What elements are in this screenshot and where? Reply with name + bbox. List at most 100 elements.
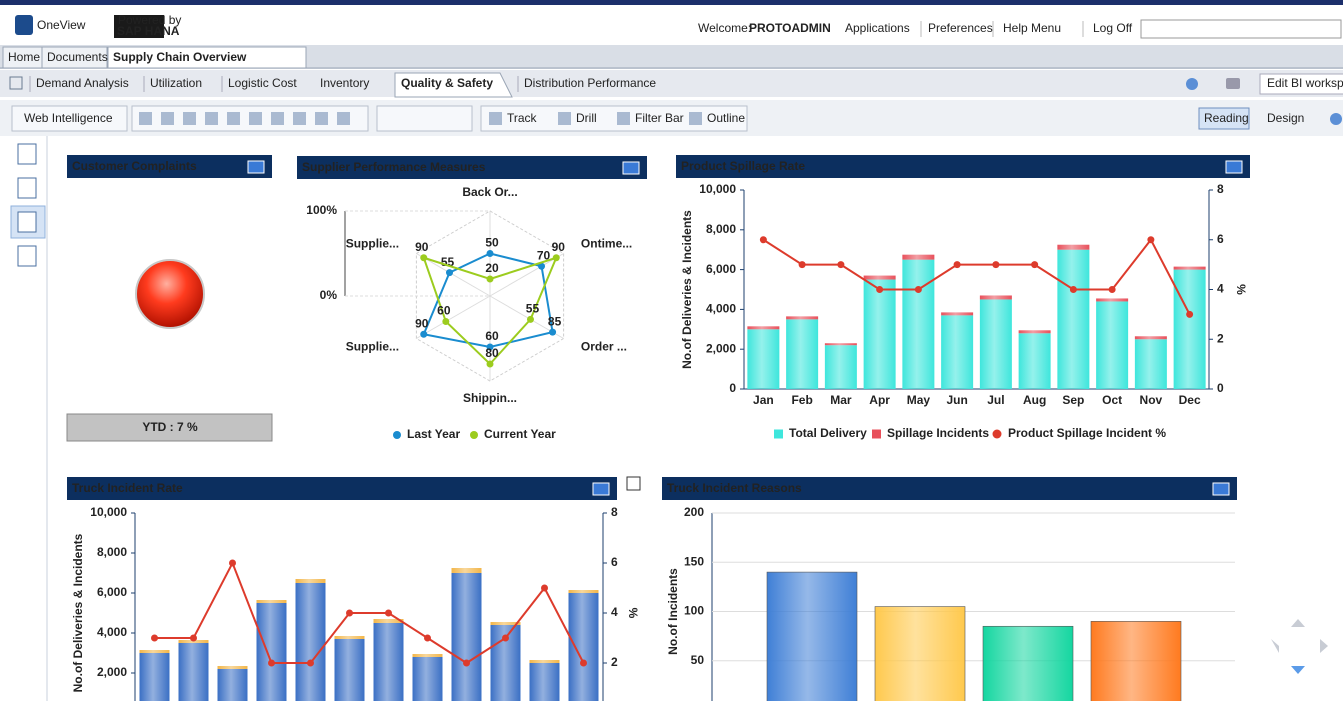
y-tick-label: 10,000 [699,182,736,196]
nav-up[interactable] [1291,619,1305,627]
legend-marker [470,431,478,439]
report-tab[interactable]: Logistic Cost [228,76,297,90]
menu-item[interactable]: Help Menu [1003,21,1061,35]
bar [490,622,521,625]
panel-icon[interactable] [626,476,641,491]
menu-item[interactable]: Log Off [1093,21,1133,35]
panel-icon[interactable] [247,160,265,174]
line-point [502,634,509,642]
toolbar-button[interactable]: Drill [576,111,597,125]
tool-icon [689,112,702,125]
mode-button[interactable]: Design [1267,111,1304,125]
y-tick-label: 8,000 [706,222,736,236]
tool-icon[interactable] [293,112,306,125]
bar [1096,298,1129,302]
tool-icon[interactable] [271,112,284,125]
line [762,237,1191,315]
sidebar-icon[interactable] [17,245,37,267]
toolbar-button[interactable]: Track [507,111,538,125]
x-tick-label: Jan [753,393,774,407]
nav-left[interactable] [1271,639,1279,653]
panel-title-bar [676,155,1250,178]
doc-tab[interactable] [107,46,307,69]
bar [373,619,404,623]
y-tick-label: 200 [684,505,704,519]
app-menu[interactable]: Web Intelligence [24,111,113,125]
logo-text: OneView [37,18,86,32]
y2-tick-label: 8 [611,505,618,519]
y2-tick-label: 2 [611,655,618,669]
legend-marker [393,431,401,439]
panel-icon[interactable] [1212,482,1230,496]
report-tab[interactable]: Distribution Performance [524,76,656,90]
nav-down[interactable] [1291,666,1305,674]
tool-icon[interactable] [227,112,240,125]
edit-workspace[interactable]: Edit BI workspac [1267,76,1343,90]
y-tick-label: 4,000 [97,625,127,639]
y-tick-label: 4,000 [706,302,736,316]
mode-button[interactable]: Reading [1204,111,1249,125]
report-tab[interactable]: Utilization [150,76,202,90]
panel-icon[interactable] [592,482,610,496]
x-tick-label: Dec [1179,393,1201,407]
value-label: 80 [485,346,499,360]
tool-icon[interactable] [161,112,174,125]
tool-icon[interactable] [337,112,350,125]
radar-point [420,330,428,338]
legend-label: Total Delivery [789,426,867,440]
panel-title-bar [67,155,272,178]
y-tick-label: 2,000 [706,341,736,355]
legend-label: Current Year [484,427,556,441]
panel-icon[interactable] [1225,160,1243,174]
help-icon [1330,113,1342,125]
line-point [1147,236,1155,244]
bar [451,573,482,701]
bar [747,326,780,330]
doc-tab-label[interactable]: Supply Chain Overview [113,50,247,64]
report-tab[interactable]: Demand Analysis [36,76,129,90]
tool-icon[interactable] [315,112,328,125]
doc-tab-label[interactable]: Documents [47,50,108,64]
doc-tab-label[interactable]: Home [8,50,40,64]
bar [824,345,857,389]
bar [217,669,248,701]
ytd-box [66,413,273,442]
radar-point [552,254,560,262]
x-tick-label: Apr [869,393,890,407]
bar [1134,336,1167,340]
toolbar-button[interactable]: Filter Bar [635,111,684,125]
radar-point [526,315,534,323]
toolbar-group [11,105,128,132]
report-tab[interactable]: Inventory [320,76,369,90]
x-tick-label: Feb [791,393,812,407]
doc-tab[interactable] [41,46,108,69]
bar [863,275,896,280]
tool-icon[interactable] [183,112,196,125]
legend-label: Product Spillage Incident % [1008,426,1166,440]
legend-marker [872,429,881,439]
toolbar-group [376,105,473,132]
menu-item[interactable]: Preferences [928,21,993,35]
sidebar-icon[interactable] [17,143,37,165]
panel-icon[interactable] [622,161,640,175]
radar-point [486,250,494,257]
bar [1173,269,1206,389]
line-point [190,634,197,642]
report-tab[interactable]: Quality & Safety [401,76,493,90]
toolbar-button[interactable]: Outline [707,111,745,125]
line-point [346,609,353,617]
sidebar-icon[interactable] [17,211,37,233]
tool-icon[interactable] [139,112,152,125]
nav-right[interactable] [1320,639,1328,653]
sidebar-icon[interactable] [17,177,37,199]
radar-point [420,254,428,262]
welcome-label: Welcome: [698,21,751,35]
tool-icon[interactable] [205,112,218,125]
menu-item[interactable]: Applications [845,21,910,35]
panel-title-bar [297,156,647,179]
line-point [151,634,158,642]
tool-icon[interactable] [249,112,262,125]
bar [824,343,857,346]
search-box[interactable] [1140,19,1342,39]
edit-box[interactable] [1259,73,1343,95]
